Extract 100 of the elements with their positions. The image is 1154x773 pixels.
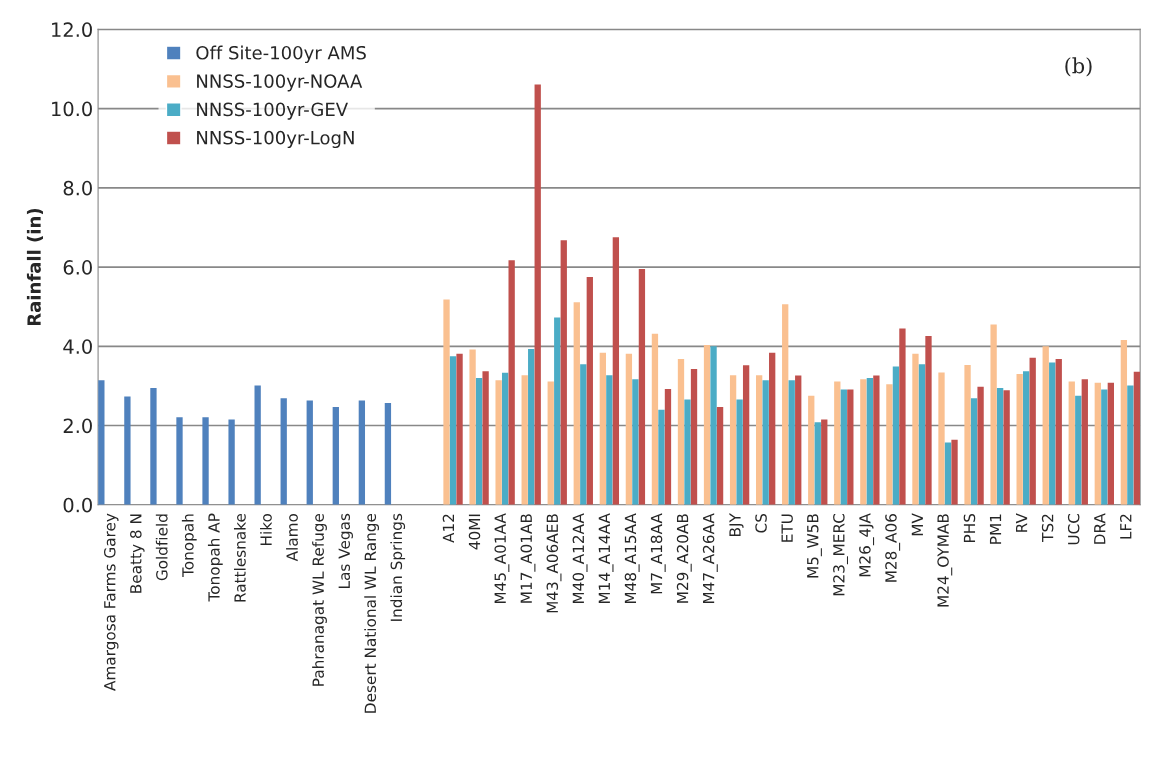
bar	[573, 302, 580, 505]
bar	[1120, 339, 1128, 505]
bar	[684, 399, 691, 505]
x-tick-label: M43_A06AEB	[546, 514, 562, 613]
x-tick-label: M26_4JA	[859, 513, 875, 577]
bar	[951, 439, 958, 505]
x-tick-label: RV	[1016, 513, 1028, 532]
bar	[944, 442, 952, 505]
bar	[840, 389, 847, 505]
bar	[847, 389, 854, 505]
bar	[970, 398, 978, 505]
bar	[98, 380, 105, 505]
x-tick-label: MV	[911, 513, 923, 536]
bar	[443, 299, 450, 505]
x-tick-label: Alamo	[286, 513, 298, 562]
bar	[528, 349, 535, 505]
bar	[808, 395, 815, 505]
legend-label: NNSS-100yr-LogN	[197, 130, 354, 149]
x-tick-label: Las Vegas	[338, 513, 353, 588]
x-tick-label: LF2	[1120, 514, 1132, 539]
bar	[964, 364, 971, 505]
bar	[176, 417, 183, 505]
y-tick-label: 0.0	[63, 497, 92, 513]
bar	[554, 317, 561, 505]
x-tick-label: BJY	[729, 513, 744, 536]
x-tick-label: Hiko	[260, 513, 272, 545]
x-tick-label: M47_A26AA	[702, 513, 718, 604]
x-tick-label: ETU	[781, 514, 793, 542]
bar	[482, 371, 489, 505]
bar	[612, 237, 620, 505]
bar	[710, 346, 717, 505]
bar	[742, 365, 750, 505]
bar	[606, 375, 613, 505]
bar	[501, 372, 509, 505]
bar	[651, 333, 659, 505]
x-tick-label: M17_A01AB	[520, 514, 536, 603]
bar	[821, 419, 828, 505]
bar	[280, 398, 287, 505]
bar	[690, 368, 698, 505]
x-tick-label: Pahranagat WL Refuge	[312, 513, 327, 686]
bar	[1055, 358, 1062, 505]
bar	[814, 422, 821, 505]
bar	[449, 356, 457, 505]
bar	[560, 240, 567, 505]
x-tick-label: Indian Springs	[390, 513, 406, 621]
bar	[580, 364, 587, 505]
bar	[769, 352, 776, 505]
bar	[873, 375, 880, 505]
bar	[1049, 362, 1056, 505]
bar	[729, 375, 737, 505]
bar	[124, 396, 131, 505]
x-tick-label: M23_MERC	[833, 513, 849, 596]
y-tick-label: 10.0	[52, 101, 92, 117]
bar	[762, 380, 769, 505]
x-tick-label: Tonopah AP	[207, 513, 223, 602]
bar	[996, 387, 1004, 505]
bar	[1075, 395, 1082, 505]
bar	[475, 378, 483, 505]
bar	[886, 384, 893, 505]
bar	[254, 385, 261, 505]
x-tick-label: Rattlesnake	[233, 513, 246, 602]
bar	[534, 84, 541, 505]
bar	[586, 276, 593, 505]
x-tick-label: PM1	[989, 514, 1002, 544]
legend-label: NNSS-100yr-GEV	[197, 102, 348, 120]
annotation: (b)	[1065, 57, 1092, 77]
bar	[664, 389, 672, 505]
bar	[508, 260, 515, 505]
bar	[1101, 389, 1108, 505]
bar	[658, 409, 665, 505]
bar	[1127, 385, 1134, 505]
bar	[716, 406, 724, 505]
bar	[912, 353, 919, 505]
bar	[599, 352, 606, 505]
bar	[899, 328, 906, 505]
bar	[495, 380, 502, 505]
bar	[1094, 382, 1101, 505]
x-tick-label: M14_A14AA	[598, 513, 614, 604]
bar	[1133, 371, 1141, 505]
bar	[228, 419, 235, 505]
bar	[384, 402, 392, 505]
x-tick-label: Goldfield	[155, 514, 168, 581]
x-tick-label: Beatty 8 N	[130, 514, 145, 593]
bar	[456, 353, 463, 505]
bar	[332, 406, 339, 505]
bar	[150, 387, 157, 505]
bar	[977, 386, 984, 505]
bar	[788, 380, 795, 505]
bar	[1081, 379, 1088, 505]
bar	[677, 358, 685, 505]
bar	[703, 345, 711, 505]
bar	[625, 353, 633, 505]
bar	[1107, 382, 1114, 505]
y-tick-label: 6.0	[63, 260, 92, 275]
x-tick-label: M45_A01AA	[494, 513, 510, 604]
bar	[306, 400, 313, 505]
y-tick-label: 4.0	[63, 339, 92, 354]
bar	[202, 417, 209, 505]
bar	[925, 336, 932, 505]
x-tick-label: Tonopah	[181, 514, 197, 577]
